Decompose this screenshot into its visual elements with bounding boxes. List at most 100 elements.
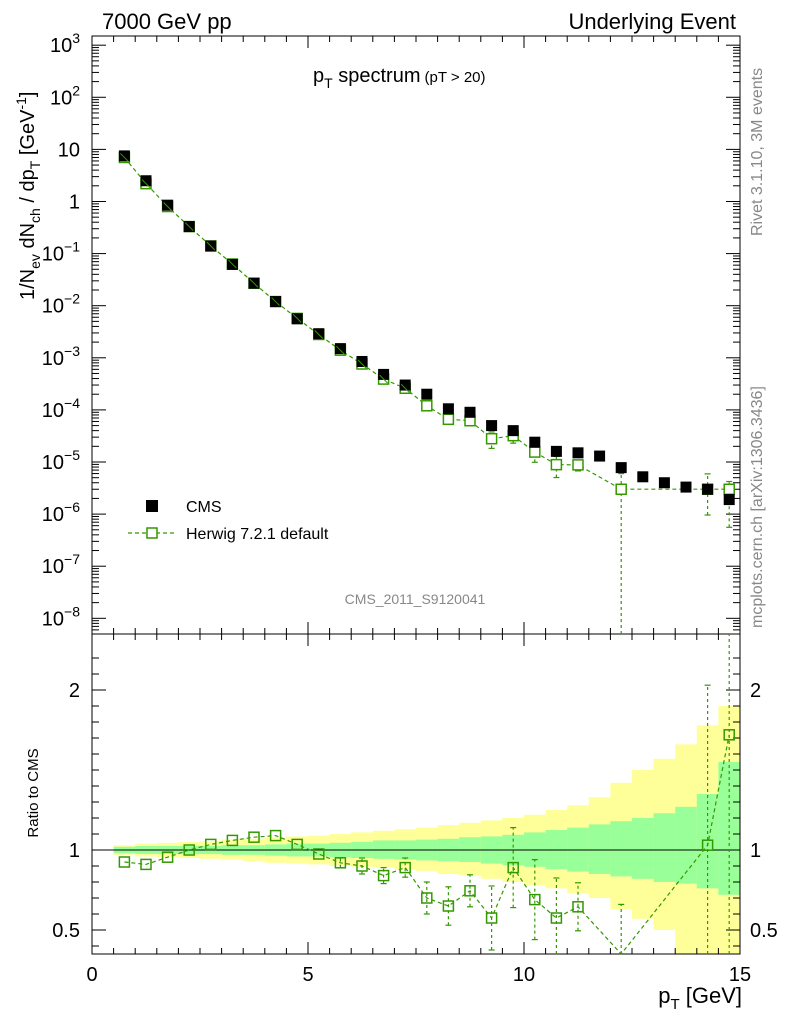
mcplots-label: mcplots.cern.ch [arXiv:1306.3436]: [749, 386, 766, 628]
herwig-overlay-mark: [271, 297, 280, 306]
y-tick-label: 1: [69, 191, 80, 213]
herwig-ratio-point: [464, 885, 476, 897]
cms-point: [637, 471, 649, 483]
herwig-ratio-point: [118, 856, 131, 868]
herwig-overlay-mark: [379, 374, 388, 384]
cms-point: [572, 447, 584, 459]
cms-main-series: [118, 150, 735, 506]
y-tick-label: 10: [58, 139, 80, 161]
herwig-ratio-point: [701, 839, 714, 851]
herwig-overlay-mark: [249, 278, 259, 288]
band-inner-bin: [653, 813, 676, 882]
cms-point: [356, 355, 368, 367]
cms-point: [702, 483, 714, 495]
cms-point: [486, 420, 498, 432]
x-tick-label: 15: [729, 964, 751, 986]
cms-point: [723, 494, 735, 506]
ratio-tick-label-right: 0.5: [750, 920, 778, 942]
herwig-overlay-mark: [206, 241, 216, 251]
herwig-overlay-mark: [163, 202, 172, 211]
ratio-tick-label-left: 1: [69, 840, 80, 862]
herwig-ratio-point: [485, 912, 498, 924]
x-tick-label: 5: [302, 964, 313, 986]
herwig-ratio-point: [226, 834, 239, 847]
y-tick-label: 10−2: [42, 291, 80, 318]
chart-title: pT spectrum (pT > 20): [313, 65, 486, 91]
herwig-main-point: [485, 432, 498, 445]
ratio-tick-label-right: 2: [750, 680, 761, 702]
herwig-ratio-point: [313, 848, 325, 860]
legend-cms-label: CMS: [186, 499, 222, 516]
cms-point: [162, 199, 174, 211]
herwig-ratio-point: [291, 838, 303, 851]
y-axis-label: 1/Nev dNch / dpT [GeV-1]: [13, 92, 43, 300]
y-tick-label: 10−1: [42, 239, 80, 266]
y-tick-label: 10−5: [42, 447, 80, 474]
herwig-main-point: [421, 400, 433, 412]
y-tick-label: 102: [50, 82, 80, 109]
cms-point: [442, 403, 454, 415]
herwig-ratio-point: [377, 869, 390, 882]
cms-point: [680, 481, 692, 493]
header-right: Underlying Event: [568, 9, 736, 34]
band-inner-bin: [718, 762, 741, 895]
herwig-main-point: [442, 413, 455, 426]
cms-point: [378, 368, 390, 380]
herwig-overlay-mark: [400, 383, 410, 393]
band-inner-bin: [588, 824, 611, 874]
cms-point: [334, 343, 346, 355]
herwig-ratio-point: [205, 838, 217, 851]
cms-point: [594, 450, 606, 462]
ratio-tick-label-right: 1: [750, 840, 761, 862]
herwig-main-point: [572, 459, 584, 471]
herwig-overlay-mark: [314, 330, 324, 339]
herwig-ratio-point: [334, 857, 347, 869]
legend-herwig-marker: [146, 527, 158, 539]
cms-point: [550, 445, 562, 457]
herwig-main-point: [615, 483, 627, 495]
herwig-overlay-mark: [292, 314, 302, 323]
cms-point: [421, 388, 433, 400]
legend: CMS Herwig 7.2.1 default: [128, 499, 329, 543]
x-tick-label: 0: [86, 964, 97, 986]
herwig-ratio-point: [421, 892, 433, 904]
rivet-label: Rivet 3.1.10, 3M events: [749, 68, 766, 236]
cms-point: [658, 477, 670, 489]
herwig-ratio-point: [507, 861, 519, 874]
band-inner-bin: [632, 818, 655, 879]
ratio-tick-label-left: 0.5: [52, 920, 80, 942]
cms-point: [615, 462, 627, 474]
herwig-ratio-point: [356, 860, 368, 872]
y-tick-label: 10−8: [42, 603, 80, 630]
cms-point: [464, 406, 476, 418]
legend-cms-marker: [146, 500, 158, 512]
herwig-ratio-point: [140, 858, 152, 871]
cms-point: [118, 150, 130, 162]
herwig-overlay-mark: [336, 345, 345, 355]
y-tick-label: 10−3: [42, 343, 80, 370]
y-tick-label: 10−7: [42, 551, 80, 578]
herwig-ratio-point: [269, 829, 282, 842]
ratio-bands: [113, 706, 741, 954]
herwig-ratio-point: [183, 844, 195, 856]
herwig-main-point: [550, 458, 563, 471]
y-tick-label: 103: [50, 30, 80, 57]
herwig-ratio-point: [399, 861, 411, 874]
x-tick-label: 10: [513, 964, 535, 986]
herwig-overlay-mark: [184, 222, 194, 231]
y-tick-label: 10−4: [42, 395, 80, 422]
herwig-ratio-point: [161, 851, 174, 863]
herwig-overlay-mark: [141, 179, 151, 188]
band-inner-bin: [610, 821, 633, 877]
axis-ticks: 0 5 10 1510310210110−110−210−310−410−510−61…: [42, 30, 778, 986]
herwig-ratio-point: [572, 901, 584, 913]
herwig-overlay-mark: [228, 259, 237, 269]
cms-point: [140, 175, 152, 187]
herwig-ratio-point: [529, 893, 541, 906]
y-tick-label: 10−6: [42, 499, 80, 526]
header-left: 7000 GeV pp: [102, 9, 232, 34]
cms-point: [313, 328, 325, 340]
analysis-id: CMS_2011_S9120041: [345, 591, 486, 607]
herwig-ratio-point: [248, 831, 260, 843]
